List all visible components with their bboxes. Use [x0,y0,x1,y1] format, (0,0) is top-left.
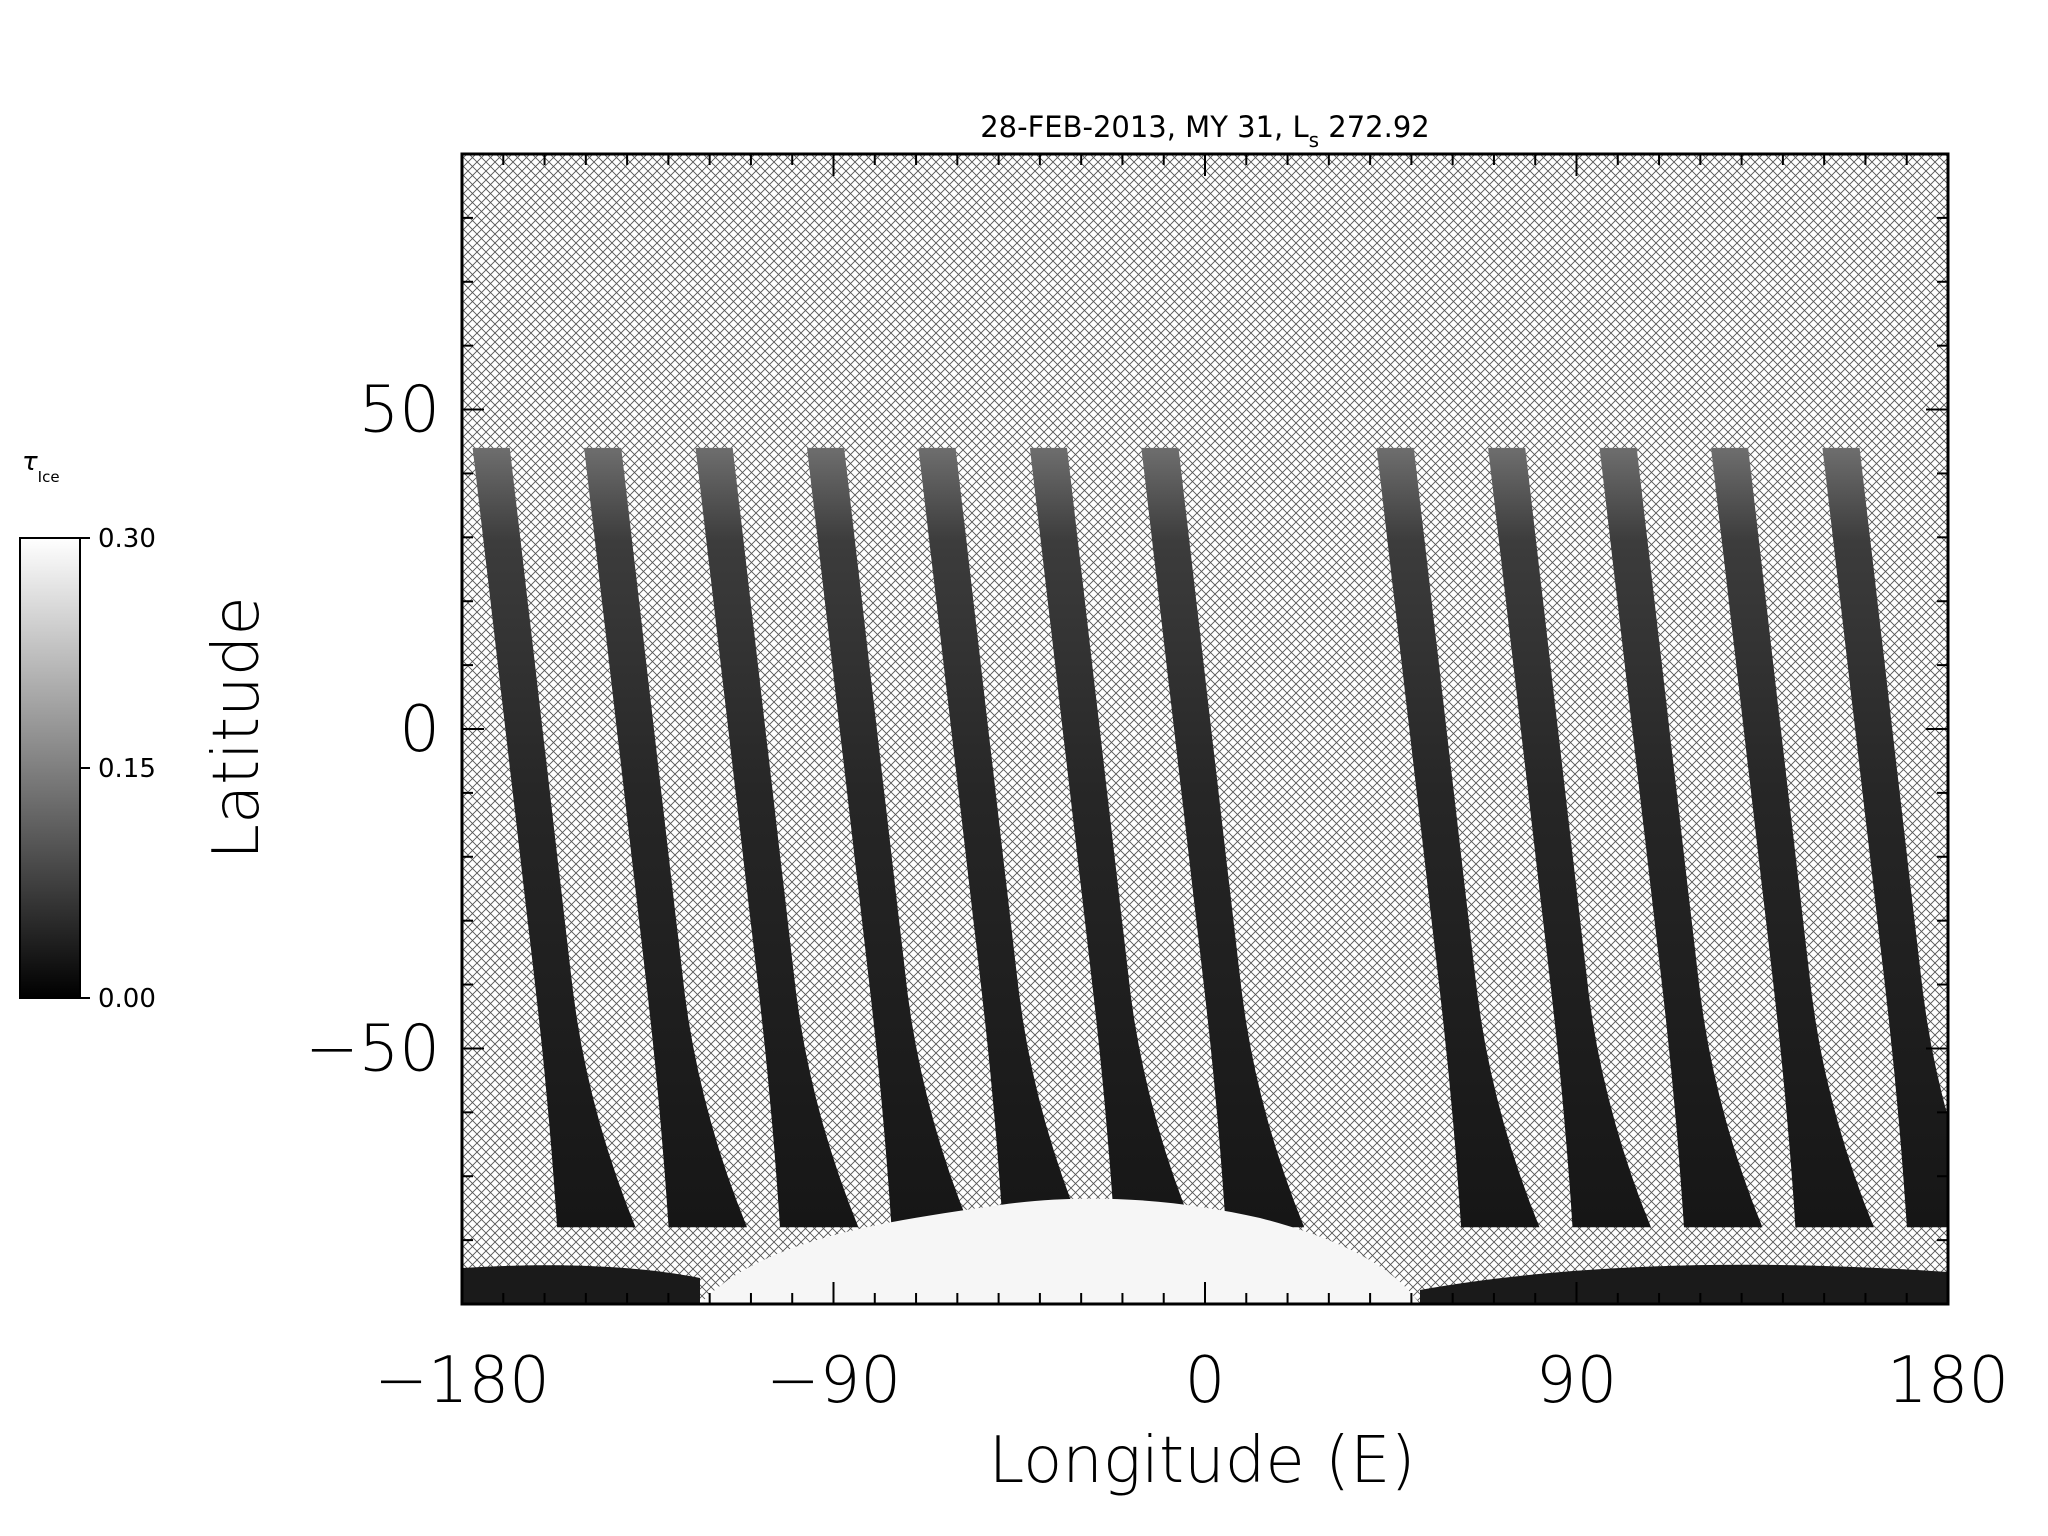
axis-ticks [461,153,1949,1305]
x-tick-label: 0 [1185,1344,1226,1418]
y-tick-label: 50 [359,374,440,448]
title-subscript: s [1309,128,1319,152]
x-tick-label: 180 [1887,1344,2009,1418]
orbit-swath [472,447,636,1228]
y-axis-label: Latitude [200,596,274,859]
y-tick-label: −50 [305,1012,440,1086]
colorbar-ticks: 0.00 0.15 0.30 [80,524,156,1014]
x-tick-label: −180 [374,1344,550,1418]
plot-area [460,152,1950,1306]
colorbar-label: τIce [22,447,60,486]
x-tick-label: −90 [766,1344,901,1418]
colorbar-tick-label: 0.00 [98,984,156,1014]
orbit-swath [1029,447,1193,1228]
orbit-swath [1599,447,1763,1228]
orbit-swath [695,447,859,1228]
colorbar-label-symbol: τ [22,447,38,477]
orbit-swath [1376,447,1540,1228]
orbit-swath [807,447,970,1228]
orbit-swath [1711,447,1874,1228]
y-tick-label: 0 [399,693,440,767]
title-suffix: 272.92 [1319,110,1430,144]
orbit-swath [918,447,1082,1228]
colorbar-gradient [19,537,81,999]
polar-ice-bright [700,1198,1420,1304]
swath-layer [472,447,1948,1228]
title-prefix: 28-FEB-2013, MY 31, L [980,110,1308,144]
y-tick-labels: −50 0 50 [305,374,440,1087]
x-tick-labels: −180 −90 0 90 180 [374,1344,2009,1418]
colorbar-label-subscript: Ice [38,468,60,486]
orbit-swath [1822,447,1948,1228]
orbit-swath [584,447,747,1228]
x-axis-label: Longitude (E) [989,1424,1416,1498]
orbit-swath [1141,447,1305,1228]
colorbar-tick-label: 0.15 [98,754,156,784]
orbit-swath [1488,447,1651,1228]
colorbar-tick-label: 0.30 [98,524,156,554]
colorbar: τIce 0.00 0.15 0.30 [19,447,156,1014]
chart-title: 28-FEB-2013, MY 31, Ls 272.92 [980,110,1430,152]
x-tick-label: 90 [1536,1344,1617,1418]
